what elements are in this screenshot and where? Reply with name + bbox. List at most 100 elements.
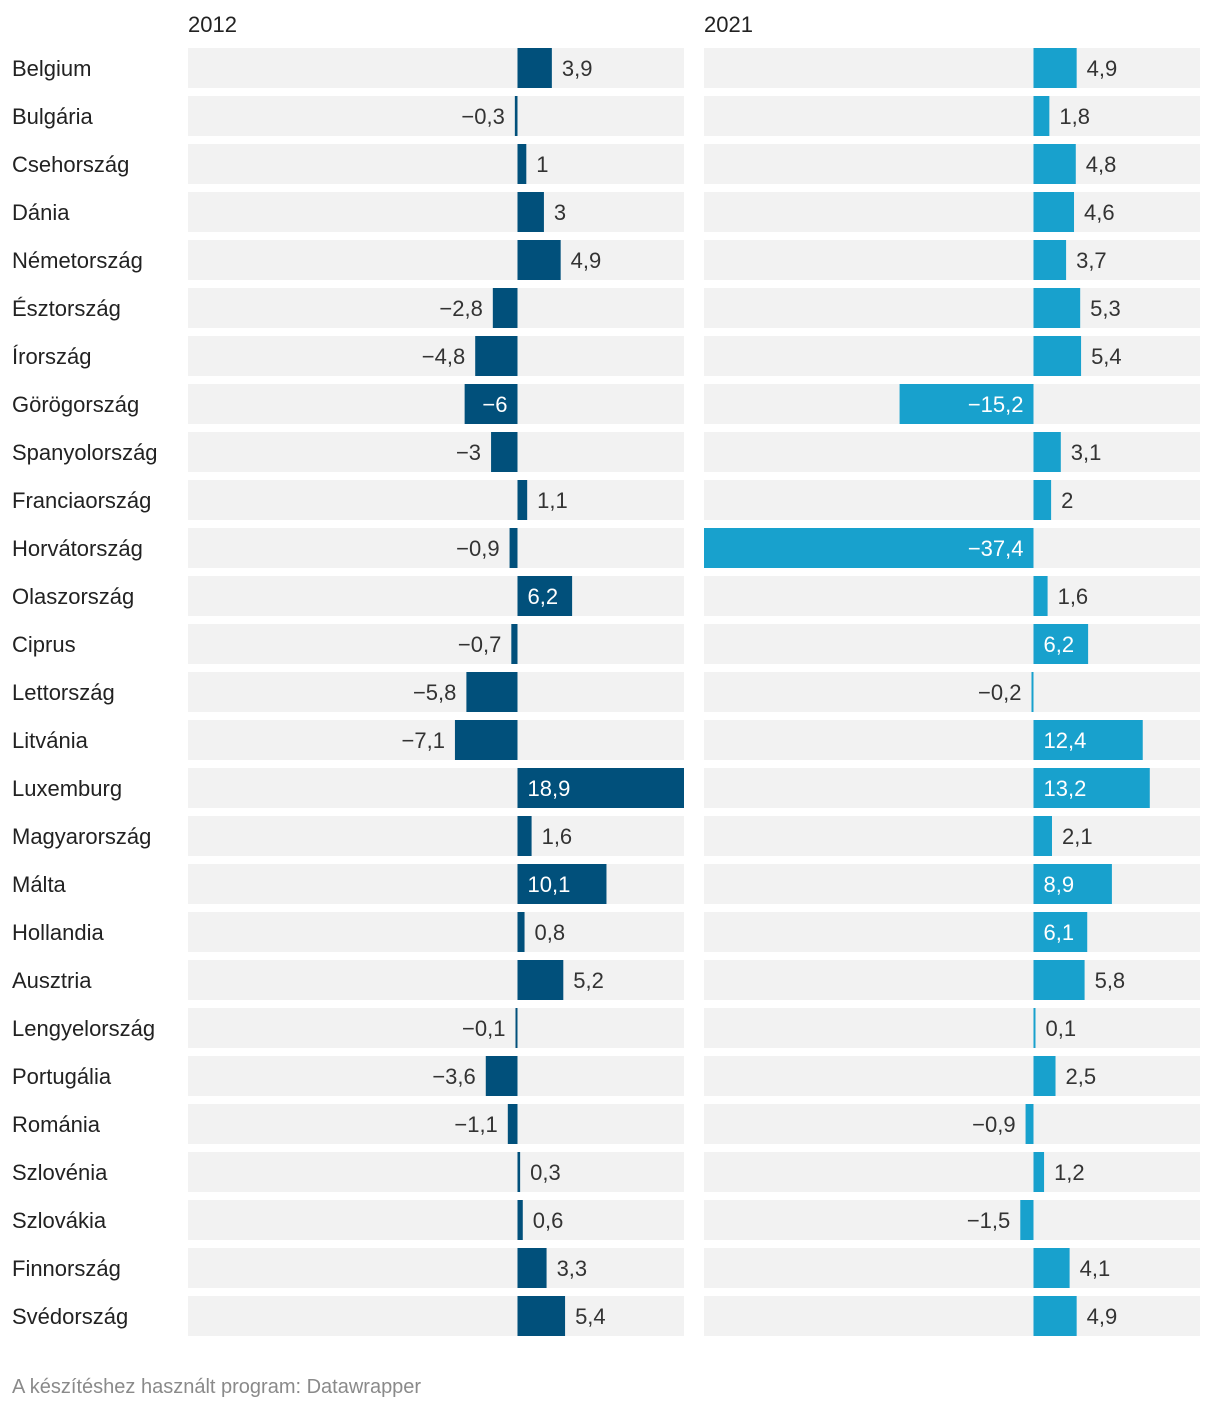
value-label: 1,6	[542, 824, 573, 849]
bar-2021	[1033, 96, 1050, 136]
country-label: Ausztria	[12, 968, 92, 993]
bar-2012	[517, 576, 573, 616]
value-label: 5,4	[575, 1304, 606, 1329]
row-background	[704, 336, 1200, 376]
value-label: 5,2	[573, 968, 604, 993]
country-label: Portugália	[12, 1064, 112, 1089]
value-label: −3	[456, 440, 481, 465]
value-label: 5,4	[1091, 344, 1122, 369]
country-label: Finnország	[12, 1256, 121, 1281]
bar-2012	[491, 432, 518, 472]
row-background	[188, 432, 684, 472]
country-label: Észtország	[12, 296, 121, 321]
bar-2012	[517, 480, 528, 520]
row-background	[188, 912, 684, 952]
bar-2021	[1033, 336, 1082, 376]
value-label: 13,2	[1043, 776, 1086, 801]
country-label: Luxemburg	[12, 776, 122, 801]
bar-2021	[1033, 624, 1089, 664]
value-label: 2,5	[1066, 1064, 1097, 1089]
bar-2012	[517, 1152, 521, 1192]
row-background	[704, 1056, 1200, 1096]
value-label: 12,4	[1043, 728, 1086, 753]
country-label: Görögország	[12, 392, 139, 417]
bar-2021	[1033, 192, 1075, 232]
bar-2012	[511, 624, 518, 664]
row-background	[188, 144, 684, 184]
row-background	[188, 240, 684, 280]
row-background	[704, 1296, 1200, 1336]
bar-2012	[514, 96, 518, 136]
country-label: Románia	[12, 1112, 101, 1137]
country-label: Lengyelország	[12, 1016, 155, 1041]
bar-2021	[1033, 576, 1048, 616]
bar-2021	[704, 528, 1034, 568]
value-label: −0,9	[972, 1112, 1015, 1137]
value-label: −5,8	[413, 680, 456, 705]
row-background	[704, 672, 1200, 712]
value-label: 10,1	[527, 872, 570, 897]
row-background	[704, 1104, 1200, 1144]
row-background	[188, 720, 684, 760]
bar-2012	[492, 288, 518, 328]
row-background	[704, 1152, 1200, 1192]
value-label: 5,3	[1090, 296, 1121, 321]
bar-chart: Belgium Bulgária Csehország Dánia Németorszá…	[12, 12, 1200, 1336]
row-background	[188, 480, 684, 520]
row-background	[704, 1200, 1200, 1240]
row-background	[704, 1248, 1200, 1288]
bar-2012	[507, 1104, 518, 1144]
footer-credit: A készítéshez használt program: Datawrap…	[12, 1376, 422, 1398]
row-background	[188, 576, 684, 616]
value-label: 3,7	[1076, 248, 1107, 273]
bar-2021	[1025, 1104, 1034, 1144]
bar-2021	[1033, 864, 1112, 904]
row-background	[188, 1296, 684, 1336]
bar-2021	[1033, 288, 1081, 328]
row-background	[188, 1008, 684, 1048]
value-label: 6,2	[527, 584, 558, 609]
row-background	[704, 96, 1200, 136]
value-label: 4,9	[571, 248, 602, 273]
country-label: Lettország	[12, 680, 115, 705]
bar-2012	[517, 1296, 566, 1336]
bar-2021	[1033, 1248, 1070, 1288]
row-background	[704, 288, 1200, 328]
bar-2012	[517, 864, 607, 904]
bar-2012	[517, 1200, 523, 1240]
country-label: Ciprus	[12, 632, 76, 657]
value-label: −2,8	[439, 296, 482, 321]
row-background	[704, 144, 1200, 184]
value-label: 1	[536, 152, 548, 177]
row-background	[704, 48, 1200, 88]
row-background	[188, 672, 684, 712]
country-label: Írország	[12, 344, 91, 369]
value-label: −6	[482, 392, 507, 417]
bar-2012	[466, 672, 518, 712]
country-label: Hollandia	[12, 920, 104, 945]
bar-2012	[517, 912, 525, 952]
bar-2012	[475, 336, 518, 376]
value-label: 1,2	[1054, 1160, 1085, 1185]
panel-title-2021: 2021	[704, 12, 753, 37]
value-label: 6,1	[1043, 920, 1074, 945]
row-background	[188, 864, 684, 904]
value-label: 0,3	[530, 1160, 561, 1185]
value-label: −0,2	[978, 680, 1021, 705]
value-label: 2	[1061, 488, 1073, 513]
country-label: Svédország	[12, 1304, 128, 1329]
value-label: 6,2	[1043, 632, 1074, 657]
row-background	[704, 816, 1200, 856]
value-label: −1,5	[967, 1208, 1010, 1233]
row-background	[704, 240, 1200, 280]
bar-2021	[1033, 912, 1088, 952]
row-background	[704, 480, 1200, 520]
row-background	[188, 288, 684, 328]
value-label: 0,8	[535, 920, 566, 945]
country-label: Magyarország	[12, 824, 151, 849]
row-background	[704, 576, 1200, 616]
row-background	[704, 1008, 1200, 1048]
value-label: −15,2	[968, 392, 1024, 417]
country-label: Belgium	[12, 56, 91, 81]
row-background	[704, 432, 1200, 472]
